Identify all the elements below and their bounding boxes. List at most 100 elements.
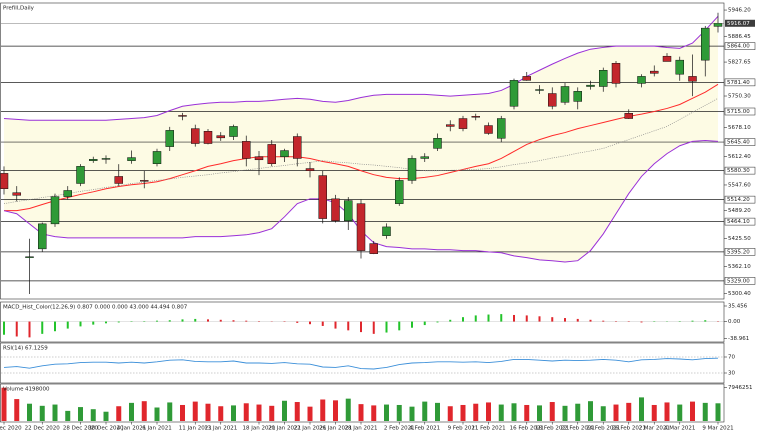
volume-bar (154, 407, 160, 421)
macd-bar (691, 320, 694, 322)
macd-bar (15, 321, 18, 337)
y-tick-label: 5678.10 (728, 125, 751, 131)
macd-bar (296, 321, 299, 323)
candle-body (407, 158, 417, 181)
x-tick-label: 20 Jan 2021 (268, 426, 301, 432)
x-tick-label: 2 Mar 2021 (639, 426, 670, 432)
volume-bar (180, 404, 185, 421)
last-price-box (725, 19, 755, 27)
volume-bar (345, 398, 351, 421)
volume-bar (269, 405, 275, 421)
macd-bar (411, 321, 413, 328)
macd-title: MACD_Hist_Color(12,26,9) 0.807 0.000 0.0… (3, 305, 188, 311)
x-tick-label: 11 Jan 2021 (179, 426, 212, 432)
volume-bar (371, 405, 377, 421)
candle-body (548, 93, 557, 107)
volume-bar (116, 406, 122, 421)
x-tick-label: 18 Feb 2021 (535, 426, 569, 432)
volume-bar (14, 399, 20, 421)
macd-bar (28, 321, 31, 338)
level-label-box (724, 195, 756, 204)
rsi-title: RSI(14) (3, 346, 23, 352)
y-tick-label: 5547.60 (728, 182, 751, 188)
volume-bar (600, 406, 606, 421)
candle-body (229, 126, 238, 137)
macd-bar (487, 314, 490, 322)
macd-bar (347, 321, 350, 331)
candle-body (38, 223, 47, 250)
volume-bar (320, 399, 326, 421)
macd-bar (704, 320, 707, 322)
candle-body (369, 243, 378, 254)
macd-bar (168, 320, 171, 322)
volume-bar (664, 402, 670, 421)
y-tick-label: 5750.30 (728, 94, 751, 100)
y-tick-label: 70 (728, 355, 735, 361)
x-tick-label: 4 Feb 2021 (409, 426, 440, 432)
x-tick-label: 26 Jan 2021 (319, 426, 352, 432)
macd-bar (232, 320, 235, 322)
rsi-line (3, 357, 719, 370)
macd-bar (513, 314, 515, 322)
x-tick-label: 22 Feb 2021 (561, 426, 595, 432)
candle-body (522, 76, 531, 81)
macd-bar (436, 321, 439, 323)
macd-bar (551, 317, 554, 322)
volume-bar (549, 402, 555, 421)
candle-body (280, 150, 289, 157)
last-price-label: 5916.07 (727, 21, 750, 27)
indicator-line (4, 83, 719, 212)
candle-body (12, 192, 21, 196)
x-tick-label: 16 Feb 2021 (510, 426, 544, 432)
macd-bar (564, 318, 566, 322)
x-tick-label: 11 Feb 2021 (471, 426, 505, 432)
volume-bar (256, 404, 262, 421)
volume-bar (167, 402, 173, 421)
volume-bar (1, 387, 7, 421)
volume-bar (141, 401, 147, 421)
candle-body (165, 130, 174, 147)
macd-bar (54, 321, 56, 332)
y-tick-label: 5300.40 (728, 291, 751, 297)
volume-bar (435, 402, 440, 421)
level-label: 5464.10 (727, 219, 750, 225)
volume-bar (65, 410, 71, 421)
volume-bar (333, 400, 338, 421)
level-label: 5580.30 (727, 168, 750, 174)
y-tick-label: 7946251 (728, 385, 753, 391)
candle-body (114, 176, 123, 184)
level-label-box (724, 78, 756, 87)
candle-body (586, 84, 595, 87)
candle-body (242, 141, 251, 159)
candle-body (497, 118, 506, 139)
volume-bar (715, 403, 721, 421)
macd-bar (500, 314, 503, 322)
indicator-line (3, 15, 719, 121)
x-tick-label: 22 Dec 2020 (25, 426, 61, 432)
candle-body (127, 157, 136, 161)
macd-panel-frame (0, 301, 725, 343)
macd-bar (3, 321, 5, 335)
candle-body (344, 200, 353, 222)
plot-layer: 5946.20 5886.45 5827.65 5750.30 5678.10 5612.… (0, 8, 756, 432)
macd-bar (474, 315, 477, 322)
macd-bar (79, 321, 82, 327)
candle-body (637, 76, 646, 84)
y-tick-label: 5886.45 (728, 34, 751, 40)
volume-bar (575, 403, 581, 421)
candle-body (420, 156, 429, 159)
volume-bar (460, 404, 466, 421)
level-label: 5395.20 (727, 249, 750, 255)
volume-title: Volume (3, 387, 24, 393)
level-label: 5715.00 (727, 109, 750, 115)
x-tick-label: 24 Feb 2021 (586, 426, 620, 432)
macd-bar (398, 321, 401, 331)
volume-bar (677, 404, 683, 421)
macd-bar (92, 321, 95, 325)
level-label: 5514.20 (727, 197, 750, 203)
candle-body (675, 59, 684, 75)
volume-bar (218, 406, 224, 421)
x-tick-label: 6 Jan 2021 (142, 426, 171, 432)
volume-bar (396, 404, 402, 421)
